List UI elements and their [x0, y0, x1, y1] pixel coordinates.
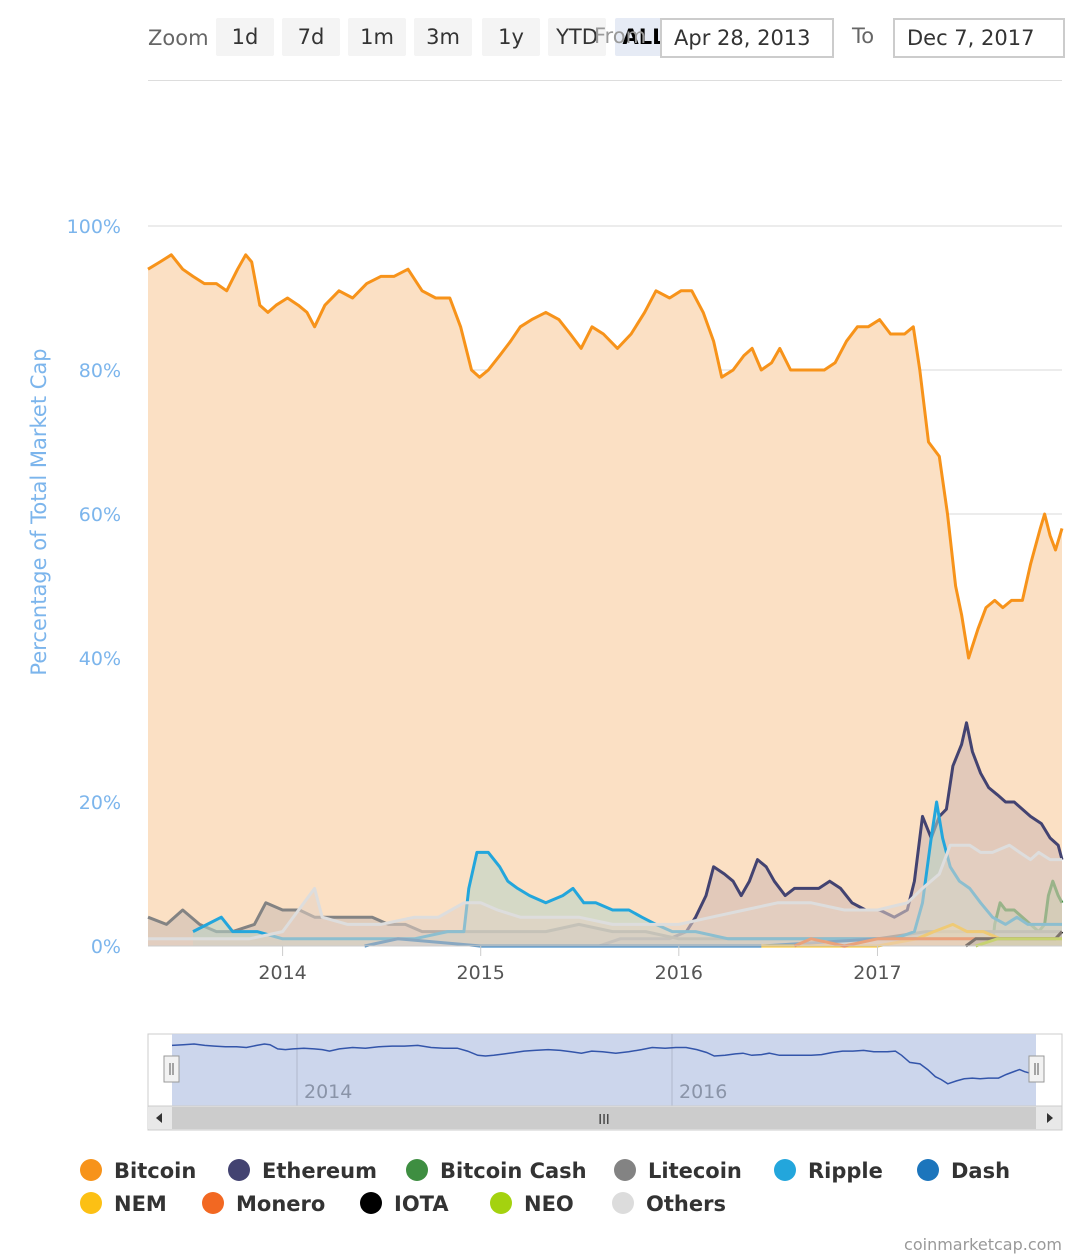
x-tick-label: 2015: [457, 962, 505, 984]
legend-dot-icon: [917, 1159, 939, 1181]
legend-label: NEM: [114, 1192, 167, 1216]
navigator-label-2016: 2016: [679, 1081, 727, 1103]
legend-label: Monero: [236, 1192, 326, 1216]
legend-dot-icon: [80, 1192, 102, 1214]
y-tick-label: 80%: [79, 360, 121, 382]
navigator-selection[interactable]: [172, 1034, 1036, 1106]
bitcoin-area: [148, 254, 1062, 947]
legend-item-ethereum[interactable]: Ethereum: [228, 1159, 377, 1183]
navigator-label-2014: 2014: [304, 1081, 352, 1103]
credit-link[interactable]: coinmarketcap.com: [904, 1235, 1062, 1254]
bitcoin-line[interactable]: [147, 253, 1064, 660]
legend-item-others[interactable]: Others: [612, 1192, 726, 1216]
zoom-1d-button[interactable]: 1d: [216, 18, 274, 56]
legend-label: IOTA: [394, 1192, 449, 1216]
x-axis-ticks: 2014 2015 2016 2017: [148, 945, 1062, 984]
legend-label: Bitcoin: [114, 1159, 197, 1183]
legend-item-dash[interactable]: Dash: [917, 1159, 1010, 1183]
y-axis-label: Percentage of Total Market Cap: [27, 348, 51, 675]
y-tick-label: 60%: [79, 504, 121, 526]
zoom-ytd-button[interactable]: YTD: [548, 18, 606, 56]
legend-label: Ripple: [808, 1159, 883, 1183]
legend-label: NEO: [524, 1192, 574, 1216]
legend: Bitcoin Ethereum Bitcoin Cash Litecoin Rippl…: [0, 1150, 1080, 1230]
y-tick-label: 20%: [79, 792, 121, 814]
scrollbar-grip: III: [598, 1113, 610, 1128]
navigator-left-handle[interactable]: [163, 1055, 180, 1083]
navigator-series-line: [171, 1043, 1037, 1085]
legend-item-bitcoin-cash[interactable]: Bitcoin Cash: [406, 1159, 587, 1183]
legend-item-iota[interactable]: IOTA: [360, 1192, 449, 1216]
scrollbar-thumb[interactable]: [172, 1107, 1036, 1129]
navigator-right-handle[interactable]: [1028, 1055, 1045, 1083]
legend-item-bitcoin[interactable]: Bitcoin: [80, 1159, 196, 1183]
scrollbar[interactable]: III: [147, 1105, 1063, 1131]
legend-dot-icon: [228, 1159, 250, 1181]
zoom-toolbar: Zoom 1d 7d 1m 3m 1y YTD ALL From Apr 28,…: [0, 0, 1080, 80]
legend-item-nem[interactable]: NEM: [80, 1192, 167, 1216]
to-date-input[interactable]: Dec 7, 2017: [893, 18, 1065, 58]
legend-item-ripple[interactable]: Ripple: [774, 1159, 883, 1183]
zoom-3m-button[interactable]: 3m: [414, 18, 472, 56]
y-tick-label: 40%: [79, 648, 121, 670]
legend-dot-icon: [774, 1159, 796, 1181]
legend-dot-icon: [406, 1159, 428, 1181]
y-axis-ticks: 0% 20% 40% 60% 80% 100%: [67, 216, 121, 958]
others-area: [148, 845, 1062, 946]
legend-label: Dash: [951, 1159, 1011, 1183]
legend-label: Bitcoin Cash: [440, 1159, 587, 1183]
zoom-label: Zoom: [148, 26, 209, 50]
toolbar-divider: [148, 80, 1062, 81]
x-tick-label: 2017: [853, 962, 901, 984]
scroll-left-icon: [156, 1113, 162, 1123]
from-date-input[interactable]: Apr 28, 2013: [660, 18, 834, 58]
legend-dot-icon: [612, 1192, 634, 1214]
legend-label: Litecoin: [648, 1159, 742, 1183]
legend-item-monero[interactable]: Monero: [202, 1192, 325, 1216]
legend-dot-icon: [202, 1192, 224, 1214]
y-tick-label: 100%: [67, 216, 121, 238]
from-label: From: [594, 24, 647, 48]
legend-dot-icon: [360, 1192, 382, 1214]
zoom-7d-button[interactable]: 7d: [282, 18, 340, 56]
zoom-1y-button[interactable]: 1y: [482, 18, 540, 56]
legend-item-neo[interactable]: NEO: [490, 1192, 574, 1216]
x-tick-label: 2014: [258, 962, 306, 984]
navigator[interactable]: 2014 2016: [147, 1033, 1063, 1107]
market-cap-chart: 0% 20% 40% 60% 80% 100% 2014 2015 2016 2017 Perc…: [27, 216, 1064, 1131]
to-label: To: [852, 24, 875, 48]
legend-label: Ethereum: [262, 1159, 378, 1183]
zoom-1m-button[interactable]: 1m: [348, 18, 406, 56]
series-areas: [147, 253, 1064, 948]
legend-dot-icon: [80, 1159, 102, 1181]
x-tick-label: 2016: [655, 962, 703, 984]
y-tick-label: 0%: [91, 936, 121, 958]
legend-dot-icon: [614, 1159, 636, 1181]
scroll-right-icon: [1047, 1113, 1053, 1123]
legend-item-litecoin[interactable]: Litecoin: [614, 1159, 742, 1183]
legend-label: Others: [646, 1192, 726, 1216]
others-line[interactable]: [148, 843, 1062, 941]
legend-dot-icon: [490, 1192, 512, 1214]
